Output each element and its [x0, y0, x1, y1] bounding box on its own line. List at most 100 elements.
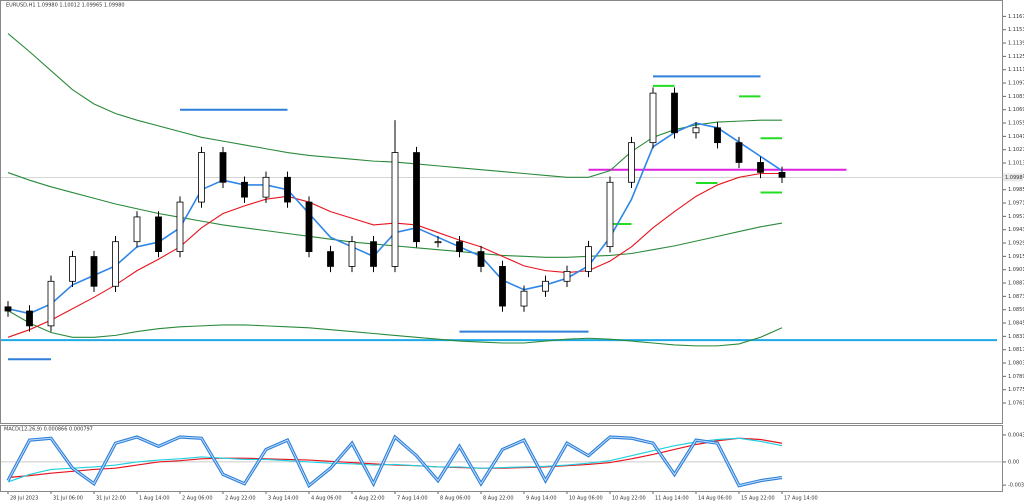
x-tick-label: 4 Aug 06:00 — [311, 496, 342, 502]
candle-body — [434, 241, 442, 244]
y-tick-label: 1.0859 — [1008, 307, 1024, 313]
y-tick-label: 1.1055 — [1008, 121, 1024, 127]
y-tick-label: 1.0887 — [1008, 281, 1024, 287]
indicator-line — [7, 310, 783, 347]
macd-y-tick-label: 0.00 — [1008, 459, 1019, 465]
candle-body — [456, 241, 463, 252]
candle-body — [219, 152, 227, 183]
candle-body — [735, 142, 743, 163]
current-price-box — [1003, 173, 1023, 182]
candle-body — [628, 142, 635, 183]
y-tick-label: 1.1013 — [1008, 161, 1024, 167]
macd-label: MACD(12,26,9) 0.000866 0.000797 — [4, 427, 93, 433]
x-tick-label: 8 Aug 22:00 — [483, 496, 514, 502]
x-tick-label: 3 Aug 14:00 — [268, 496, 299, 502]
candle-body — [499, 266, 506, 307]
y-tick-label: 1.0845 — [1008, 321, 1024, 327]
candle-body — [155, 216, 162, 252]
candle-body — [649, 92, 657, 144]
y-tick-label: 1.0831 — [1008, 334, 1024, 340]
y-tick-label: 1.0915 — [1008, 254, 1024, 260]
y-tick-label: 1.1083 — [1008, 94, 1024, 100]
macd-panel — [0, 425, 1003, 492]
candle-body — [26, 310, 33, 327]
x-tick-label: 11 Aug 14:00 — [655, 496, 689, 502]
y-tick-label: 1.1041 — [1008, 134, 1024, 140]
y-tick-label: 1.0789 — [1008, 374, 1024, 380]
candle-body — [176, 201, 184, 252]
candle-body — [327, 251, 334, 267]
y-tick-label: 1.1027 — [1008, 147, 1024, 153]
y-tick-label: 1.0901 — [1008, 267, 1024, 273]
y-tick-label: 1.0817 — [1008, 347, 1024, 353]
candle-body — [284, 176, 291, 203]
x-tick-label: 2 Aug 06:00 — [182, 496, 213, 502]
candle-body — [198, 152, 205, 203]
candle-body — [542, 280, 549, 292]
chart-title: EURUSD,H1 1.09980 1.10012 1.09965 1.0998… — [6, 3, 125, 9]
candle-body — [714, 127, 721, 144]
main-panel — [0, 0, 1003, 424]
candle-body — [47, 280, 55, 327]
y-tick-label: 1.0761 — [1008, 401, 1024, 407]
y-tick-label: 1.0943 — [1008, 227, 1024, 233]
candle-body — [348, 241, 356, 267]
x-tick-label: 4 Aug 22:00 — [354, 496, 385, 502]
macd-line — [7, 437, 783, 483]
candle-body — [757, 162, 764, 173]
x-tick-label: 28 Jul 2023 — [10, 496, 38, 502]
current-price-label: 1.0998 — [1005, 175, 1023, 181]
y-tick-label: 1.1069 — [1008, 107, 1024, 113]
x-tick-label: 31 Jul 22:00 — [96, 496, 126, 502]
x-tick-label: 1 Aug 14:00 — [139, 496, 170, 502]
y-tick-label: 1.0971 — [1008, 201, 1024, 207]
macd-y-tick-label: -0.003718 — [1008, 483, 1024, 489]
y-tick-label: 1.1097 — [1008, 81, 1024, 87]
candle-body — [692, 127, 700, 134]
candle-body — [133, 216, 141, 243]
y-tick-label: 1.1153 — [1008, 27, 1024, 33]
y-tick-label: 1.0775 — [1008, 387, 1024, 393]
y-tick-label: 1.1139 — [1008, 41, 1024, 47]
x-tick-label: 10 Aug 06:00 — [569, 496, 603, 502]
candle-body — [477, 251, 485, 267]
candle-body — [112, 241, 119, 287]
x-tick-label: 31 Jul 06:00 — [53, 496, 83, 502]
y-tick-label: 1.0873 — [1008, 294, 1024, 300]
macd-line — [7, 436, 783, 487]
y-tick-label: 1.0803 — [1008, 361, 1024, 367]
x-tick-label: 2 Aug 22:00 — [225, 496, 256, 502]
x-tick-label: 9 Aug 14:00 — [526, 496, 557, 502]
y-tick-label: 1.1167 — [1008, 14, 1024, 20]
candle-body — [90, 256, 98, 287]
candle-body — [391, 152, 399, 267]
x-tick-label: 10 Aug 22:00 — [612, 496, 646, 502]
candle-body — [4, 306, 12, 312]
x-tick-label: 17 Aug 14:00 — [784, 496, 818, 502]
y-tick-label: 1.0929 — [1008, 241, 1024, 247]
candle-body — [69, 256, 76, 282]
candle-body — [563, 270, 571, 282]
macd-line — [7, 437, 783, 479]
candle-body — [262, 176, 270, 198]
candle-body — [305, 201, 313, 252]
x-tick-label: 8 Aug 06:00 — [440, 496, 471, 502]
macd-y-tick-label: 0.004328 — [1008, 432, 1024, 438]
y-tick-label: 1.0957 — [1008, 214, 1024, 220]
candle-body — [671, 92, 678, 134]
y-tick-label: 1.1111 — [1008, 67, 1024, 73]
x-tick-label: 15 Aug 22:00 — [741, 496, 775, 502]
x-tick-label: 14 Aug 06:00 — [698, 496, 732, 502]
candle-body — [520, 290, 528, 307]
y-tick-label: 1.0985 — [1008, 187, 1024, 193]
candle-body — [606, 181, 614, 248]
x-tick-label: 7 Aug 14:00 — [397, 496, 428, 502]
candle-body — [413, 152, 420, 243]
candle-body — [241, 181, 248, 198]
candle-body — [585, 246, 592, 272]
candle-body — [370, 241, 377, 267]
y-tick-label: 1.1125 — [1008, 54, 1024, 60]
candle-body — [778, 171, 786, 178]
